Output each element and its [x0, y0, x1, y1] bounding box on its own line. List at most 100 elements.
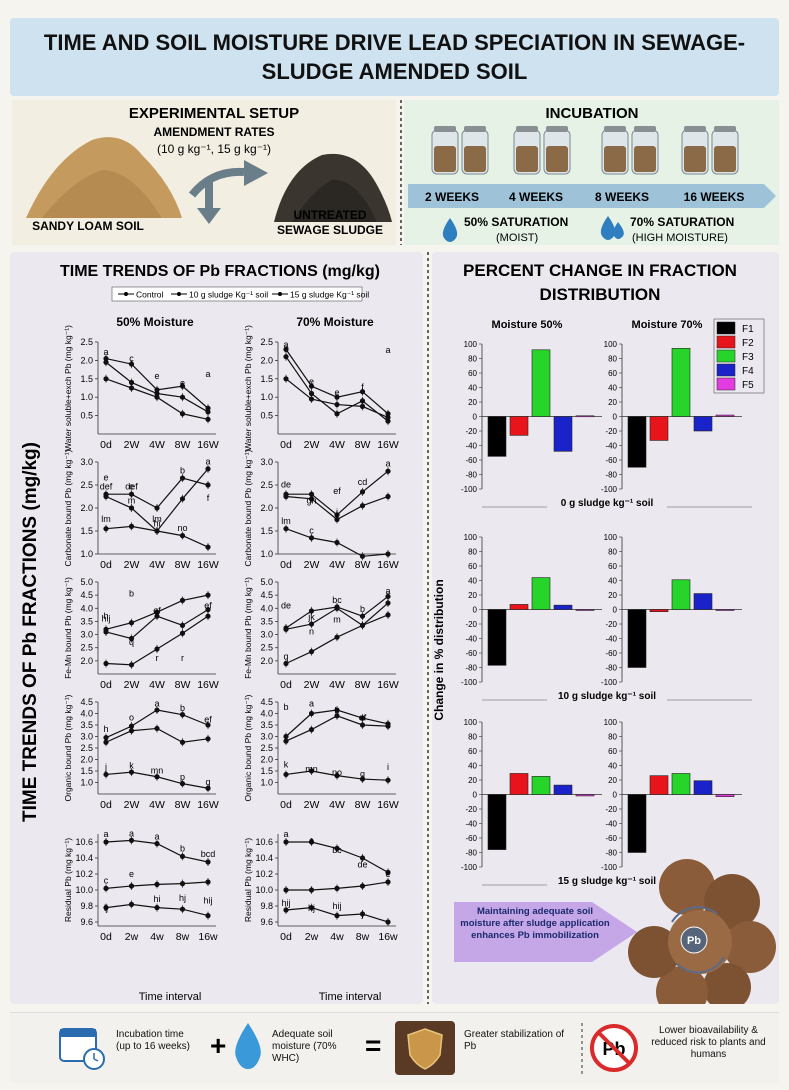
significance-letter: no [332, 768, 342, 778]
y-tick-label: 10.4 [255, 853, 273, 863]
significance-letter: lm [101, 514, 111, 524]
significance-letter: k [284, 760, 289, 770]
y-tick-label: -20 [605, 620, 617, 629]
significance-letter: r [156, 653, 159, 663]
x-title-left: Time interval [139, 991, 202, 1003]
row-label: 0 g sludge kg⁻¹ soil [561, 498, 654, 509]
bar-f1 [627, 416, 647, 468]
y-tick-label: 4.5 [80, 697, 93, 707]
incubation-time-text: Incubation time (up to 16 weeks) [116, 1029, 190, 1052]
y-axis-title: Carbonate bound Pb (mg kg⁻¹) [243, 449, 253, 566]
fraction-legend: F1 F2 F3 F4 F5 [713, 318, 765, 394]
y-tick-label: 10.6 [75, 837, 93, 847]
jar-soil [604, 146, 626, 172]
y-tick-label: 5.0 [80, 577, 93, 587]
bar-f3 [531, 577, 551, 610]
x-tick-label: 16W [377, 559, 399, 571]
legend-label: F4 [742, 366, 754, 377]
y-tick-label: -100 [461, 678, 478, 687]
significance-letter: hj [179, 893, 186, 903]
significance-letter: bc [332, 595, 342, 605]
significance-letter: e [129, 482, 134, 492]
significance-letter: hij [101, 613, 110, 623]
y-tick-label: 2.0 [80, 355, 93, 365]
y-tick-label: 9.8 [80, 901, 93, 911]
y-tick-label: -20 [465, 805, 477, 814]
page-title: TIME AND SOIL MOISTURE DRIVE LEAD SPECIA… [43, 30, 746, 84]
x-tick-label: 8w [356, 931, 370, 943]
bar-f4 [553, 416, 573, 452]
x-tick-label: 0d [280, 679, 292, 691]
y-tick-label: -60 [465, 834, 477, 843]
y-tick-label: 1.5 [260, 374, 273, 384]
x-tick-label: 4w [150, 931, 164, 943]
series-line [105, 709, 209, 739]
bar-f4 [693, 416, 713, 432]
water-drop-icon [235, 1023, 261, 1069]
significance-letter: c [104, 876, 109, 886]
significance-letter: m [128, 495, 136, 505]
x-tick-label: 8W [355, 439, 371, 451]
bar-f1 [487, 609, 507, 666]
y-tick-label: 10.0 [75, 885, 93, 895]
time-trends-title: TIME TRENDS OF Pb FRACTIONS (mg/kg) [60, 263, 380, 280]
equals-sign: = [365, 1030, 381, 1061]
x-tick-label: 16w [198, 931, 218, 943]
significance-letter: c [129, 354, 134, 364]
percent-change-panel: PERCENT CHANGE IN FRACTION DISTRIBUTION … [432, 252, 779, 1018]
bar-f5 [575, 794, 595, 797]
legend-label: F5 [742, 380, 754, 391]
jar-lid [714, 126, 736, 132]
significance-letter: b [334, 706, 339, 716]
x-tick-label: 4W [149, 679, 165, 691]
significance-letter: f [207, 493, 210, 503]
x-tick-label: 0d [100, 679, 112, 691]
jar-soil [634, 146, 656, 172]
x-tick-label: 4W [149, 799, 165, 811]
y-tick-label: -100 [601, 485, 618, 494]
week-label: 8 WEEKS [595, 190, 649, 204]
significance-letter: a [309, 699, 314, 709]
side-title: TIME TRENDS OF Pb FRACTIONS (mg/kg) [20, 442, 41, 822]
bar-f2 [509, 604, 529, 610]
significance-letter: j [335, 507, 338, 517]
y-tick-label: 40 [608, 577, 617, 586]
callout-arrow: Maintaining adequate soil moisture after… [454, 902, 637, 962]
significance-letter: a [205, 456, 210, 466]
y-tick-label: 1.5 [260, 526, 273, 536]
bar-f2 [509, 773, 529, 795]
y-tick-label: -40 [605, 635, 617, 644]
bar-f4 [693, 593, 713, 610]
significance-letter: b [283, 702, 288, 712]
y-tick-label: 40 [468, 384, 477, 393]
significance-letter: b [360, 604, 365, 614]
pct-title-1: PERCENT CHANGE IN FRACTION [463, 261, 737, 280]
x-tick-label: 2W [304, 439, 320, 451]
y-tick-label: -20 [465, 427, 477, 436]
x-tick-label: 4W [329, 799, 345, 811]
jar-soil [684, 146, 706, 172]
title-banner: TIME AND SOIL MOISTURE DRIVE LEAD SPECIA… [10, 18, 779, 96]
legend-label: F3 [742, 352, 754, 363]
significance-letter: i [387, 762, 389, 772]
legend-control: Control [136, 290, 164, 300]
x-tick-label: 2W [124, 439, 140, 451]
x-title-right: Time interval [319, 991, 382, 1003]
y-tick-label: 9.6 [260, 917, 273, 927]
y-tick-label: 100 [604, 533, 618, 542]
y-tick-label: 1.5 [260, 766, 273, 776]
significance-letter: a [283, 340, 288, 350]
x-tick-label: 0d [100, 439, 112, 451]
significance-letter: f [361, 382, 364, 392]
y-tick-label: 100 [604, 718, 618, 727]
incubation-heading: INCUBATION [545, 105, 638, 122]
y-tick-label: 20 [608, 591, 617, 600]
significance-letter: hij [281, 898, 290, 908]
significance-letter: hi [153, 518, 160, 528]
y-tick-label: 0 [473, 791, 478, 800]
y-tick-label: 80 [468, 548, 477, 557]
y-tick-label: 80 [608, 548, 617, 557]
y-tick-label: 80 [608, 355, 617, 364]
y-tick-label: -80 [605, 849, 617, 858]
significance-letter: e [385, 869, 390, 879]
